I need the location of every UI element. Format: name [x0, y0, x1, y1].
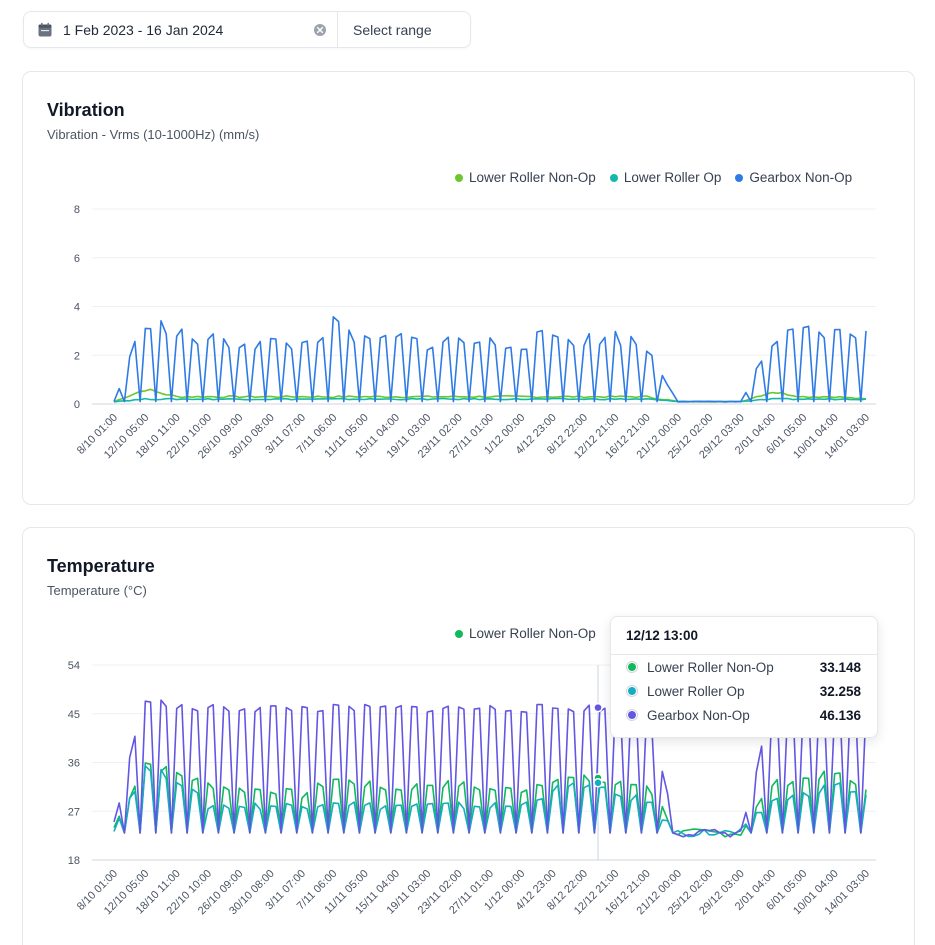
y-tick-label: 4: [74, 302, 80, 314]
chart-tooltip: 12/12 13:00 Lower Roller Non-Op 33.148 L…: [610, 616, 878, 738]
y-tick-label: 36: [68, 758, 80, 770]
tooltip-series-name: Lower Roller Non-Op: [647, 659, 774, 675]
tooltip-row: Gearbox Non-Op 46.136: [611, 703, 877, 727]
tooltip-dot: [627, 662, 637, 672]
hover-point: [593, 778, 603, 788]
calendar-icon: [38, 22, 52, 36]
vibration-legend: Lower Roller Non-Op Lower Roller Op Gear…: [455, 170, 852, 185]
y-tick-label: 6: [74, 253, 80, 265]
temperature-subtitle: Temperature (°C): [47, 583, 147, 598]
legend-dot: [735, 173, 744, 182]
tooltip-time: 12/12 13:00: [611, 617, 877, 655]
date-range-picker[interactable]: 1 Feb 2023 - 16 Jan 2024 Select range: [23, 11, 471, 48]
legend-item-lower-roller-op[interactable]: Lower Roller Op: [609, 170, 722, 185]
y-tick-label: 54: [68, 660, 80, 672]
vibration-subtitle: Vibration - Vrms (10-1000Hz) (mm/s): [47, 127, 260, 142]
legend-label: Lower Roller Non-Op: [469, 626, 596, 641]
legend-dot: [455, 173, 463, 182]
vibration-title: Vibration: [47, 100, 125, 120]
legend-item-lower-roller-non-op[interactable]: Lower Roller Non-Op: [455, 170, 596, 185]
legend-dot: [609, 173, 618, 182]
legend-item-lower-roller-non-op[interactable]: Lower Roller Non-Op: [455, 626, 596, 641]
y-tick-label: 18: [68, 855, 80, 867]
temperature-legend: Lower Roller Non-Op: [455, 626, 596, 641]
legend-label: Lower Roller Op: [623, 170, 722, 185]
hover-point: [593, 702, 603, 713]
y-tick-label: 27: [68, 806, 80, 818]
temperature-title: Temperature: [47, 556, 155, 576]
tooltip-series-name: Gearbox Non-Op: [647, 707, 750, 723]
legend-label: Gearbox Non-Op: [749, 170, 853, 185]
tooltip-series-name: Lower Roller Op: [647, 683, 745, 699]
legend-item-gearbox-non-op[interactable]: Gearbox Non-Op: [735, 170, 852, 185]
tooltip-dot: [627, 710, 637, 720]
tooltip-row: Lower Roller Non-Op 33.148: [611, 655, 877, 679]
vibration-card: Vibration Vibration - Vrms (10-1000Hz) (…: [22, 71, 915, 505]
date-range-field[interactable]: 1 Feb 2023 - 16 Jan 2024: [24, 12, 337, 47]
series-line: [113, 762, 867, 838]
select-range-button[interactable]: Select range: [337, 12, 470, 47]
y-tick-label: 0: [74, 399, 80, 411]
y-tick-label: 8: [74, 204, 80, 216]
series-line: [113, 316, 867, 403]
date-range-text: 1 Feb 2023 - 16 Jan 2024: [63, 21, 224, 38]
legend-dot: [455, 629, 463, 638]
clear-icon[interactable]: [313, 23, 327, 37]
y-tick-label: 45: [68, 709, 80, 721]
tooltip-series-value: 32.258: [819, 683, 861, 699]
tooltip-row: Lower Roller Op 32.258: [611, 679, 877, 703]
y-tick-label: 2: [74, 350, 80, 362]
tooltip-series-value: 46.136: [819, 707, 861, 723]
series-line: [113, 699, 867, 838]
tooltip-series-value: 33.148: [819, 659, 861, 675]
tooltip-dot: [627, 686, 637, 696]
legend-label: Lower Roller Non-Op: [469, 170, 596, 185]
